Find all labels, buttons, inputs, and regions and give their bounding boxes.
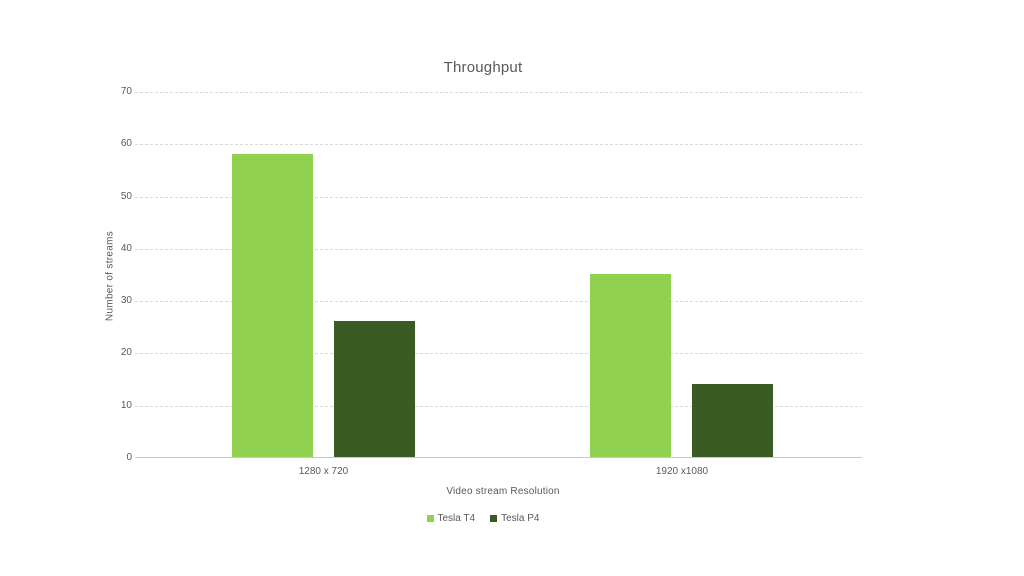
category-label-1920-x1080: 1920 x1080 <box>655 466 709 477</box>
gridline-70 <box>135 92 862 93</box>
bar-tesla-t4-1920-x1080 <box>590 274 672 457</box>
gridline-10 <box>135 405 862 407</box>
y-tick-label-30: 30 <box>120 295 132 307</box>
x-axis-title: Video stream Resolution <box>446 486 560 497</box>
legend-label-tesla-p4: Tesla P4 <box>501 513 540 524</box>
y-tick-label-20: 20 <box>120 347 132 359</box>
y-tick-label-40: 40 <box>120 242 132 254</box>
y-tick-label-10: 10 <box>120 399 132 411</box>
gridline-50 <box>135 196 862 198</box>
bar-tesla-p4-1280-x-720 <box>334 321 415 457</box>
plot-area <box>135 92 862 458</box>
legend-item-tesla-t4: Tesla T4 <box>426 513 476 524</box>
y-tick-label-50: 50 <box>120 190 132 202</box>
gridline-60 <box>135 144 862 146</box>
y-tick-label-70: 70 <box>120 86 132 97</box>
gridline-40 <box>135 248 862 250</box>
y-tick-label-60: 60 <box>120 138 132 150</box>
gridline-30 <box>135 301 862 303</box>
legend: Tesla T4 Tesla P4 <box>0 513 966 524</box>
legend-swatch-tesla-t4 <box>426 515 434 522</box>
bar-tesla-p4-1920-x1080 <box>692 383 774 457</box>
y-axis-tick-labels: 0 10 20 30 40 50 60 70 <box>88 87 132 463</box>
legend-item-tesla-p4: Tesla P4 <box>490 513 539 524</box>
category-label-1280-x-720: 1280 x 720 <box>298 466 349 477</box>
gridline-20 <box>135 353 862 355</box>
x-category-labels: 1280 x 720 1920 x1080 <box>135 466 862 480</box>
chart-title: Throughput <box>443 59 523 76</box>
legend-swatch-tesla-p4 <box>490 515 498 522</box>
y-tick-label-0: 0 <box>126 452 132 463</box>
legend-label-tesla-t4: Tesla T4 <box>437 513 476 524</box>
bar-tesla-t4-1280-x-720 <box>232 153 313 457</box>
